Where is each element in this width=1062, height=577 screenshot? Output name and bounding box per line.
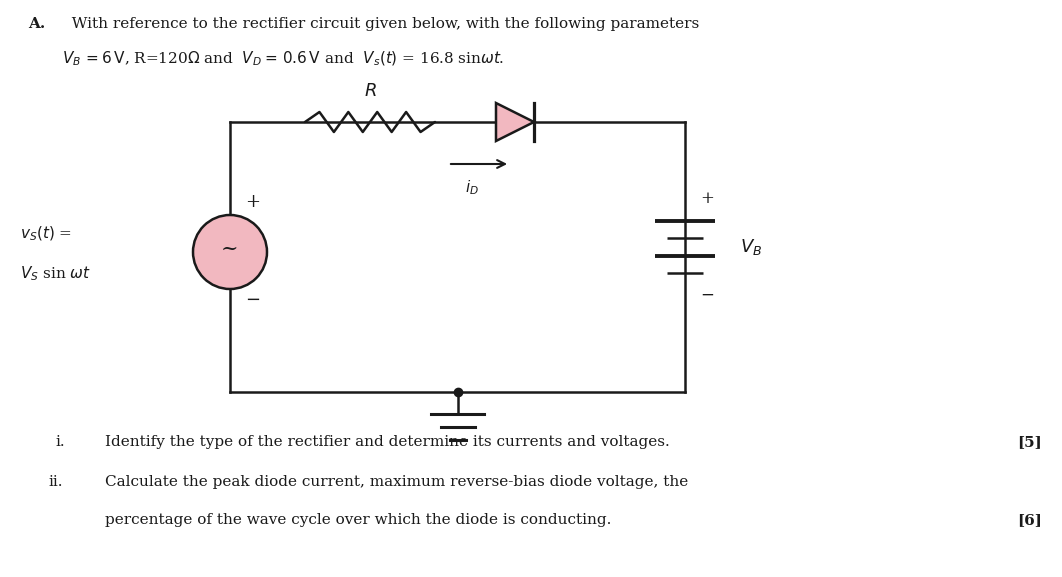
Text: $V_B\,{=}6\,\mathrm{V}$, R=120$\Omega$ and  $V_D{=}\,0.6\,\mathrm{V}$ and  $V_s(: $V_B\,{=}6\,\mathrm{V}$, R=120$\Omega$ a… [62, 50, 504, 69]
Text: $V_B$: $V_B$ [740, 237, 763, 257]
Text: $i_D$: $i_D$ [465, 178, 479, 197]
Text: Calculate the peak diode current, maximum reverse-bias diode voltage, the: Calculate the peak diode current, maximu… [105, 475, 688, 489]
Text: With reference to the rectifier circuit given below, with the following paramete: With reference to the rectifier circuit … [62, 17, 699, 31]
Text: [6]: [6] [1017, 513, 1042, 527]
Text: $R$: $R$ [363, 82, 376, 100]
Text: percentage of the wave cycle over which the diode is conducting.: percentage of the wave cycle over which … [105, 513, 612, 527]
Text: Identify the type of the rectifier and determine its currents and voltages.: Identify the type of the rectifier and d… [105, 435, 670, 449]
Text: $V_S$ sin $\omega t$: $V_S$ sin $\omega t$ [20, 265, 91, 283]
Text: i.: i. [55, 435, 65, 449]
Text: −: − [700, 287, 714, 304]
Text: −: − [245, 291, 260, 309]
Text: [5]: [5] [1017, 435, 1042, 449]
Circle shape [193, 215, 267, 289]
Text: +: + [245, 193, 260, 211]
Text: ii.: ii. [48, 475, 63, 489]
Text: A.: A. [28, 17, 46, 31]
Text: +: + [700, 190, 714, 207]
Text: ~: ~ [221, 239, 239, 258]
Polygon shape [496, 103, 534, 141]
Text: $v_S(t)$ =: $v_S(t)$ = [20, 225, 72, 243]
